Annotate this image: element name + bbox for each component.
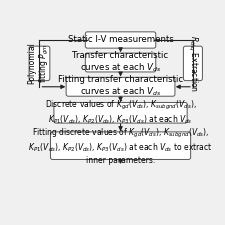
FancyBboxPatch shape (85, 32, 156, 48)
Text: Fitting transfer characteristic
curves at each $V_{ds}$: Fitting transfer characteristic curves a… (58, 75, 183, 98)
Text: Transfer characteristic
curves at each $V_{ds}$: Transfer characteristic curves at each $… (72, 51, 169, 74)
Text: Discrete values of $K_{gd}(V_{ds})$, $K_{subgnd}(V_{ds})$,
$K_{P1}(V_{ds})$, $K_: Discrete values of $K_{gd}(V_{ds})$, $K_… (45, 99, 196, 126)
FancyBboxPatch shape (66, 77, 175, 96)
FancyBboxPatch shape (85, 53, 156, 72)
FancyBboxPatch shape (183, 46, 203, 81)
Text: Fitting discrete values of $K_{gd}(V_{ds})$, $K_{subgnd}(V_{ds})$,
$K_{P1}(V_{ds: Fitting discrete values of $K_{gd}(V_{ds… (28, 127, 213, 164)
Text: Static I-V measurements: Static I-V measurements (68, 36, 173, 45)
FancyBboxPatch shape (29, 46, 50, 81)
FancyBboxPatch shape (50, 132, 191, 160)
Text: $R_{thq}$ Extraction: $R_{thq}$ Extraction (186, 35, 199, 92)
FancyBboxPatch shape (54, 102, 187, 123)
Text: Polynomial
fitting $P_{gm}$: Polynomial fitting $P_{gm}$ (27, 43, 51, 84)
